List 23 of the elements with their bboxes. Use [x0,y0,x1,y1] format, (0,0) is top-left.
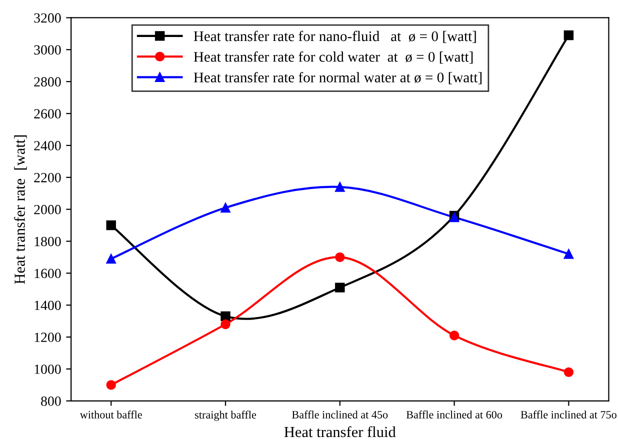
x-tick-label: Baffle inclined at 45o [292,410,388,418]
x-tick-label: without baffle [80,410,142,418]
y-tick-label: 3000 [34,45,61,55]
x-tick-label: Baffle inclined at 75o [520,410,616,418]
legend-label: Heat transfer rate for nano-fluid at ø = 0 [watt] [194,30,476,44]
y-tick-label: 800 [41,396,61,406]
y-tick-label: 3200 [34,13,61,23]
x-tick-label: straight baffle [195,410,256,421]
y-tick-label: 1800 [34,236,61,246]
legend-label: Heat transfer rate for normal water at ø = 0 [watt] [194,72,482,84]
x-axis-title: Heat transfer fluid [284,426,396,438]
x-tick-label: Baffle inclined at 60o [406,410,502,418]
legend-label: Heat transfer rate for cold water at ø = 0 [watt] [194,51,473,64]
y-tick-label: 2000 [34,204,61,214]
y-tick-label: 2600 [34,109,61,118]
y-tick-label: 2400 [34,141,61,150]
y-axis-title: Heat transfer rate [watt] [14,135,27,284]
y-tick-label: 1600 [34,268,61,278]
y-tick-label: 1400 [34,300,61,310]
y-tick-label: 2200 [34,172,61,182]
y-tick-label: 1000 [34,364,61,374]
y-tick-label: 1200 [34,332,61,342]
y-tick-label: 2800 [34,77,61,87]
